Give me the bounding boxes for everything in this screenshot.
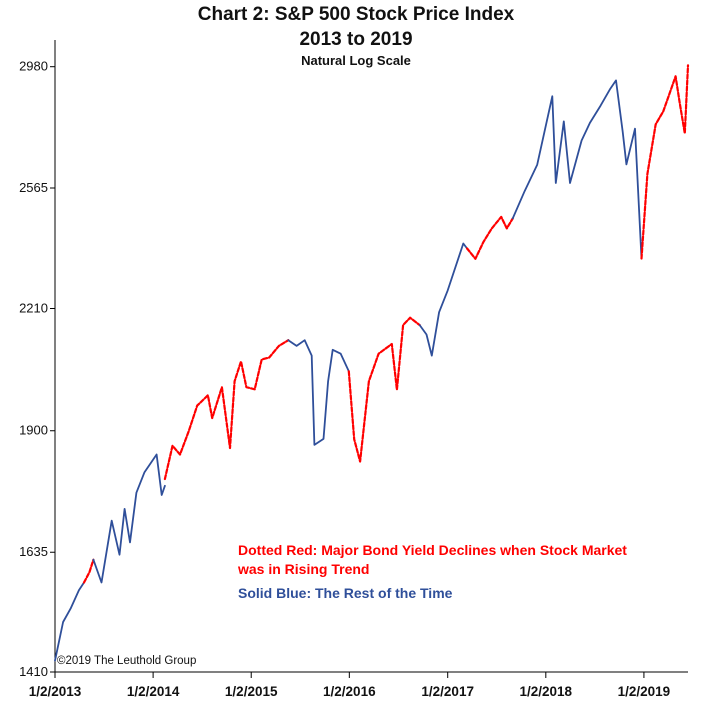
series-red-dashed-segment — [163, 339, 290, 481]
series-blue-solid-segment — [54, 581, 85, 662]
series-red-dashed-segment — [347, 316, 421, 463]
x-tick-label: 1/2/2017 — [421, 684, 474, 699]
series-blue-solid-segment — [92, 453, 166, 584]
x-tick-label: 1/2/2014 — [127, 684, 180, 699]
x-tick-label: 1/2/2019 — [618, 684, 671, 699]
series-blue-solid-segment — [287, 339, 350, 446]
x-tick-label: 1/2/2013 — [29, 684, 82, 699]
legend-red-line1: Dotted Red: Major Bond Yield Declines wh… — [238, 542, 627, 558]
chart-title: Chart 2: S&P 500 Stock Price Index — [198, 4, 515, 25]
axes: 1410 1635 1900 2210 2565 2980 1/2/2013 1/2/2014… — [19, 40, 688, 699]
y-tick-label: 1410 — [19, 664, 48, 679]
y-tick-label: 2565 — [19, 180, 48, 195]
copyright: ©2019 The Leuthold Group — [57, 655, 196, 667]
chart-subtitle: Natural Log Scale — [301, 53, 411, 68]
y-tick-label: 1900 — [19, 423, 48, 438]
y-tick-label: 2210 — [19, 300, 48, 315]
series-blue-solid-segment — [511, 79, 643, 260]
legend-blue-line1: Solid Blue: The Rest of the Time — [238, 585, 453, 601]
series-red-dashed-segment — [466, 215, 514, 260]
x-tick-label: 1/2/2016 — [323, 684, 376, 699]
y-tick-label: 1635 — [19, 544, 48, 559]
x-tick-label: 1/2/2018 — [520, 684, 573, 699]
x-tick-label: 1/2/2015 — [225, 684, 278, 699]
series-red-dashed-segment — [640, 64, 690, 260]
series-blue-solid-segment — [418, 242, 469, 357]
series-group — [54, 64, 690, 662]
legend-red-line2: was in Rising Trend — [237, 561, 369, 577]
chart-title-line2: 2013 to 2019 — [299, 29, 412, 50]
y-tick-label: 2980 — [19, 59, 48, 74]
series-red-dashed-segment — [82, 558, 95, 584]
